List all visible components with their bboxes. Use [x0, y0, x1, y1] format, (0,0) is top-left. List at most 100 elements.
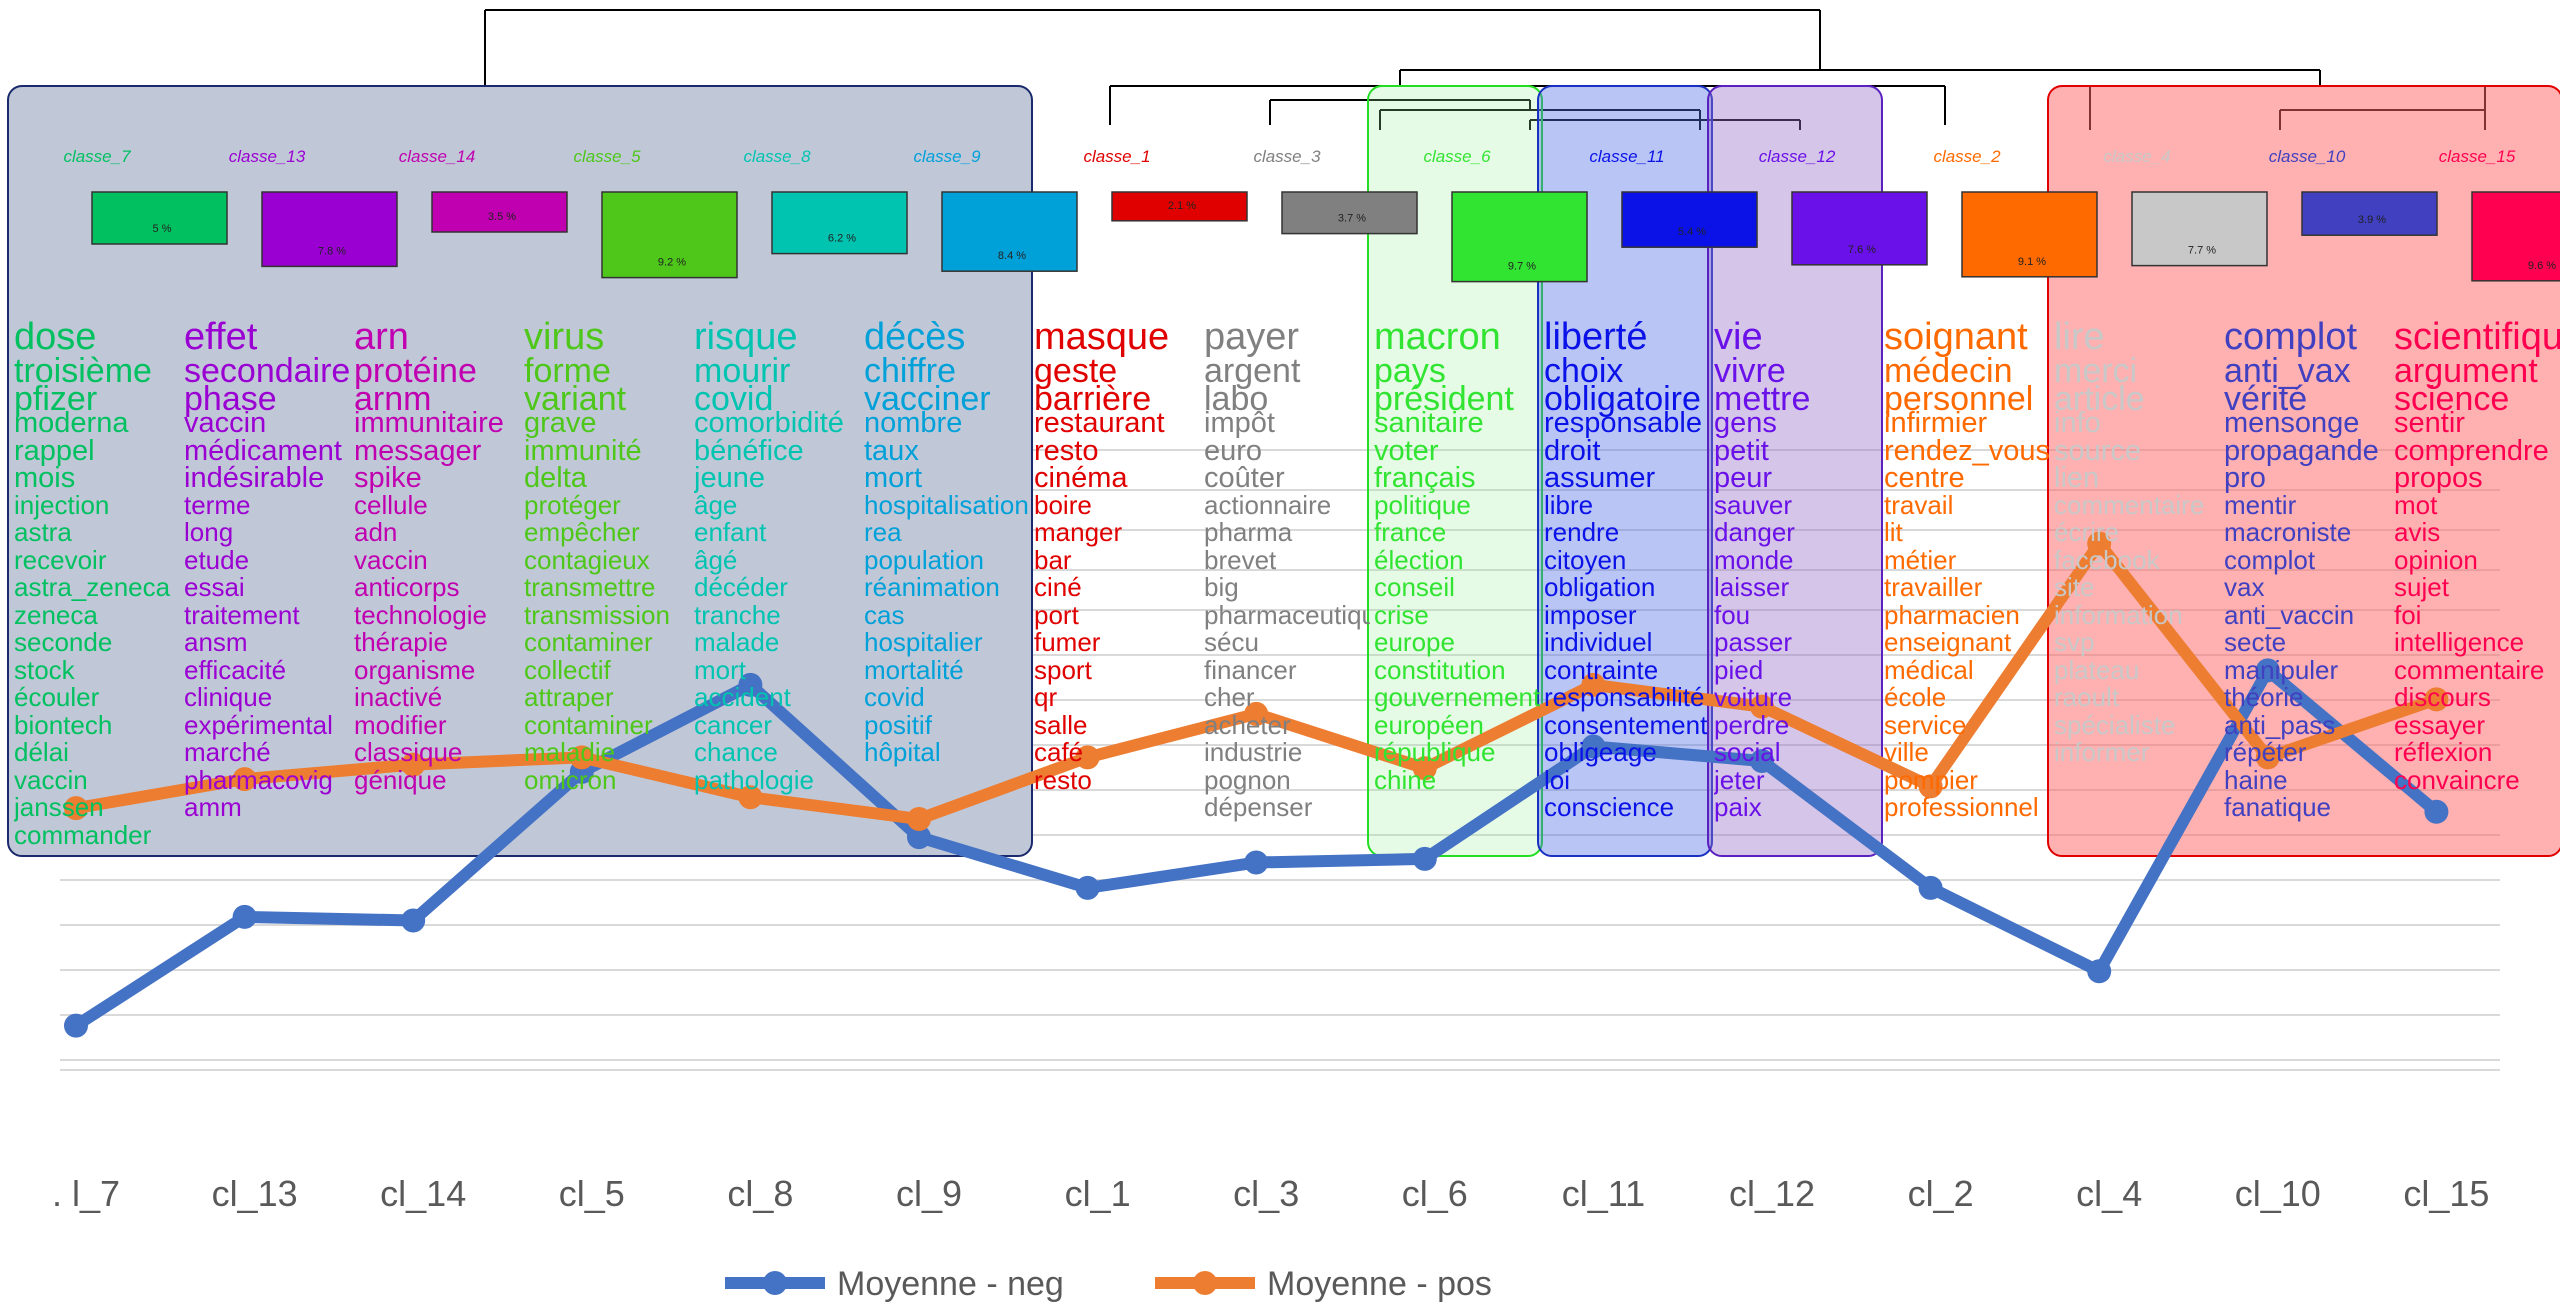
class-word: covid	[864, 682, 925, 712]
x-tick-label: cl_9	[896, 1173, 962, 1214]
class-word: protéine	[354, 352, 477, 390]
class-share-bar	[431, 191, 568, 233]
class-word: organisme	[354, 654, 476, 685]
class-word: infirmier	[1884, 407, 1988, 439]
class-word: terme	[184, 489, 251, 520]
class-word: dépenser	[1204, 792, 1313, 822]
class-word-list: virus forme variant grave immunité delta proté…	[524, 318, 690, 853]
class-share-label: 7.6 %	[1848, 244, 1876, 256]
class-share-bar	[1961, 191, 2098, 278]
class-word: virus	[524, 318, 605, 358]
series-point	[738, 672, 763, 697]
class-word: coûter	[1204, 462, 1285, 494]
class-label: classe_13	[229, 147, 306, 166]
class-word: âge	[694, 489, 738, 520]
class-word: travail	[1884, 489, 1954, 520]
class-word: génique	[354, 764, 447, 795]
class-word-list: arn protéine arnm immunitaire messager spike c…	[354, 318, 520, 853]
class-word: libre	[1544, 489, 1594, 520]
class-word: malade	[694, 627, 780, 657]
series-point	[1581, 672, 1606, 697]
class-share-label: 8.4 %	[998, 250, 1026, 262]
class-word: jeune	[694, 462, 765, 494]
class-word: mensonge	[2224, 407, 2360, 439]
legend-marker	[763, 1271, 787, 1295]
class-word: chine	[1374, 764, 1437, 795]
class-word: république	[1374, 737, 1496, 767]
class-word: acheter	[1204, 709, 1291, 740]
series-point	[2424, 687, 2449, 712]
class-word: médical	[1884, 654, 1974, 685]
class-share-bar	[1281, 191, 1418, 235]
class-word: pro	[2224, 462, 2266, 494]
class-word: population	[864, 544, 984, 575]
class-word: modifier	[354, 709, 447, 740]
class-word: messager	[354, 434, 482, 467]
class-label: classe_15	[2439, 147, 2516, 166]
class-word: imposer	[1544, 599, 1637, 630]
class-word: conscience	[1544, 792, 1675, 822]
class-word: lit	[1884, 517, 1903, 547]
class-share-label: 7.8 %	[318, 245, 346, 257]
class-share-label: 9.6 %	[2528, 260, 2556, 272]
class-word: spécialiste	[2054, 709, 2176, 740]
series-point	[907, 807, 931, 831]
class-word: métier	[1884, 544, 1957, 575]
class-word: macron	[1374, 318, 1501, 358]
class-word: sanitaire	[1374, 407, 1484, 439]
class-word: commentaire	[2054, 489, 2205, 520]
class-group-frame	[7, 85, 1033, 857]
class-word: contrainte	[1544, 654, 1659, 685]
class-word: sécu	[1204, 627, 1259, 657]
class-word: droit	[1544, 434, 1601, 467]
class-share-label: 9.2 %	[658, 257, 686, 269]
class-word: anti_pass	[2224, 709, 2336, 740]
class-word: anti_vax	[2224, 352, 2351, 390]
class-word: français	[1374, 462, 1476, 494]
class-word: chance	[694, 737, 778, 767]
class-word: gens	[1714, 407, 1777, 439]
class-word: travailler	[1884, 572, 1983, 602]
class-label: classe_9	[913, 147, 981, 166]
legend-marker	[1193, 1271, 1217, 1295]
class-word: individuel	[1544, 627, 1653, 657]
class-word: barrière	[1034, 379, 1152, 418]
legend-label: Moyenne - neg	[837, 1265, 1064, 1303]
series-point	[2087, 531, 2112, 556]
class-word: fou	[1714, 599, 1751, 630]
class-word-list: macron pays président sanitaire voter françai…	[1374, 318, 1540, 853]
class-word: zeneca	[14, 599, 98, 630]
class-label: classe_2	[1933, 147, 2001, 166]
class-word: long	[184, 517, 234, 547]
class-share-label: 3.9 %	[2358, 214, 2386, 226]
x-tick-label: cl_6	[1402, 1173, 1468, 1214]
class-word: soignant	[1884, 318, 2028, 358]
class-word: conseil	[1374, 572, 1455, 602]
class-word: dose	[14, 318, 97, 358]
class-word: lien	[2054, 462, 2100, 494]
class-word-list: payer argent labo impôt euro coûter actionnair…	[1204, 318, 1370, 853]
class-word: resto	[1034, 764, 1092, 795]
class-word: gouvernement	[1374, 682, 1540, 712]
class-label: classe_8	[743, 147, 811, 166]
class-word: moderna	[14, 407, 129, 439]
class-word: constitution	[1374, 654, 1506, 685]
series-point	[1412, 846, 1437, 871]
class-word: biontech	[14, 709, 113, 740]
class-word: propos	[2394, 462, 2483, 494]
class-word-list: masque geste barrière restaurant resto cinéma…	[1034, 318, 1200, 853]
class-word: complot	[2224, 318, 2358, 358]
class-word: vivre	[1714, 352, 1786, 390]
class-word: citoyen	[1544, 544, 1627, 575]
x-tick-label: cl_8	[727, 1173, 793, 1214]
class-word: efficacité	[184, 654, 287, 685]
class-word: mourir	[694, 352, 791, 390]
class-word: inactivé	[354, 682, 443, 712]
class-word: enfant	[694, 517, 767, 547]
class-word: obligeage	[1544, 737, 1657, 767]
class-word: facebook	[2054, 544, 2160, 575]
class-word: secte	[2224, 627, 2287, 657]
class-word: rea	[864, 517, 902, 547]
class-word: marché	[184, 737, 271, 767]
class-word: merci	[2054, 352, 2138, 390]
